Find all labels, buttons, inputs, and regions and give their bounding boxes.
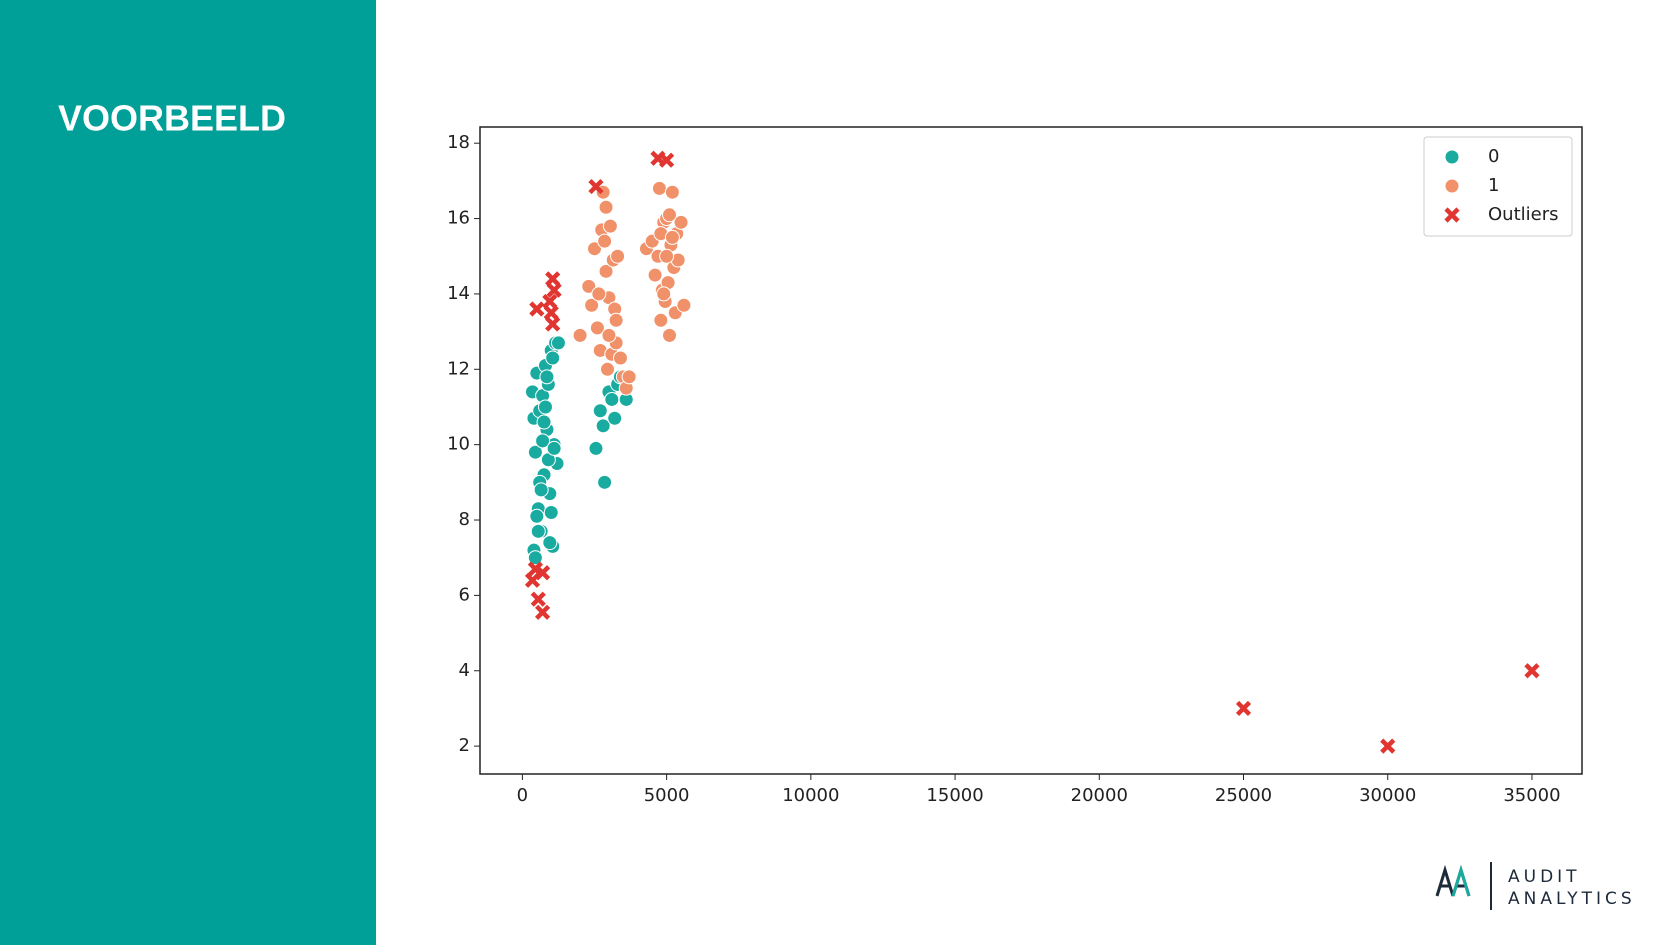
point	[533, 482, 549, 498]
point	[572, 327, 588, 343]
logo-icon-accent	[1451, 864, 1471, 897]
x-tick-label: 35000	[1503, 785, 1560, 806]
point	[584, 297, 600, 313]
point	[653, 312, 669, 328]
y-tick-label: 8	[459, 509, 470, 530]
point	[536, 414, 552, 430]
point	[601, 327, 617, 343]
outlier-point	[1235, 700, 1252, 717]
legend-marker	[1444, 207, 1460, 223]
point	[612, 350, 628, 366]
outlier-point	[546, 282, 562, 298]
legend-label: Outliers	[1488, 204, 1559, 225]
point	[656, 286, 672, 302]
point	[602, 218, 618, 234]
legend-marker	[1444, 149, 1460, 165]
outlier-point	[529, 301, 545, 317]
plot: 0 5000 10000 15000 20000 25000 30000 35000 2 4 6 8 1…	[447, 126, 1583, 806]
y-tick-label: 14	[447, 283, 470, 304]
outlier-point	[530, 591, 546, 607]
sidebar-title: VOORBEELD	[58, 98, 286, 139]
point	[604, 391, 620, 407]
point	[608, 312, 624, 328]
point	[587, 241, 603, 257]
y-tick-label: 18	[447, 132, 470, 153]
point	[529, 508, 545, 524]
point	[527, 550, 543, 566]
y-tick-label: 4	[459, 660, 470, 681]
y-tick-label: 6	[459, 584, 470, 605]
point	[545, 350, 561, 366]
point	[537, 399, 553, 415]
point	[647, 267, 663, 283]
logo-icon	[1435, 864, 1471, 897]
point	[542, 535, 558, 551]
point	[610, 248, 626, 264]
point	[592, 403, 608, 419]
point	[662, 327, 678, 343]
point	[527, 444, 543, 460]
point	[535, 433, 551, 449]
outlier-point	[659, 152, 675, 168]
point	[530, 523, 546, 539]
outlier-point	[588, 178, 604, 195]
x-tick-label: 25000	[1215, 785, 1272, 806]
sidebar	[0, 0, 376, 945]
point	[539, 369, 555, 385]
point	[599, 361, 615, 377]
point	[664, 229, 680, 245]
point	[589, 320, 605, 336]
point	[673, 214, 689, 230]
point	[597, 474, 613, 490]
legend: 0 1 Outliers	[1423, 136, 1573, 237]
point	[598, 199, 614, 215]
outlier-point	[545, 271, 561, 287]
x-tick-label: 30000	[1359, 785, 1416, 806]
outlier-point	[1380, 738, 1396, 754]
point	[588, 440, 604, 456]
point	[546, 440, 562, 456]
y-tick-label: 12	[447, 358, 470, 379]
point	[581, 278, 597, 294]
point	[607, 410, 623, 426]
point	[595, 418, 611, 434]
legend-label: 1	[1488, 175, 1499, 196]
logo-line2: ANALYTICS	[1508, 889, 1636, 909]
point	[550, 335, 566, 351]
outlier-point	[545, 316, 561, 332]
legend-box	[1423, 136, 1573, 237]
x-tick-label: 20000	[1071, 785, 1128, 806]
x-tick-label: 0	[517, 785, 528, 806]
point	[591, 286, 607, 302]
legend-marker	[1444, 178, 1460, 194]
outlier-point	[1524, 663, 1540, 679]
outlier-point	[535, 565, 551, 581]
point	[676, 297, 692, 313]
outlier-point	[542, 293, 558, 310]
point	[597, 233, 613, 249]
outlier-point	[543, 305, 559, 321]
y-tick-label: 2	[459, 735, 470, 756]
plot-frame	[479, 126, 1583, 775]
logo: AUDIT ANALYTICS	[1435, 862, 1636, 910]
legend-label: 0	[1488, 146, 1499, 167]
point	[598, 263, 614, 279]
y-tick-label: 16	[447, 208, 470, 229]
point	[543, 504, 559, 520]
point	[621, 369, 637, 385]
outlier-point	[535, 604, 551, 620]
point	[651, 180, 667, 196]
point	[662, 207, 678, 223]
point	[659, 248, 675, 264]
x-tick-label: 15000	[926, 785, 983, 806]
point	[664, 184, 680, 200]
y-tick-label: 10	[447, 434, 470, 455]
x-tick-label: 10000	[782, 785, 839, 806]
x-tick-label: 5000	[644, 785, 690, 806]
logo-line1: AUDIT	[1508, 867, 1581, 887]
